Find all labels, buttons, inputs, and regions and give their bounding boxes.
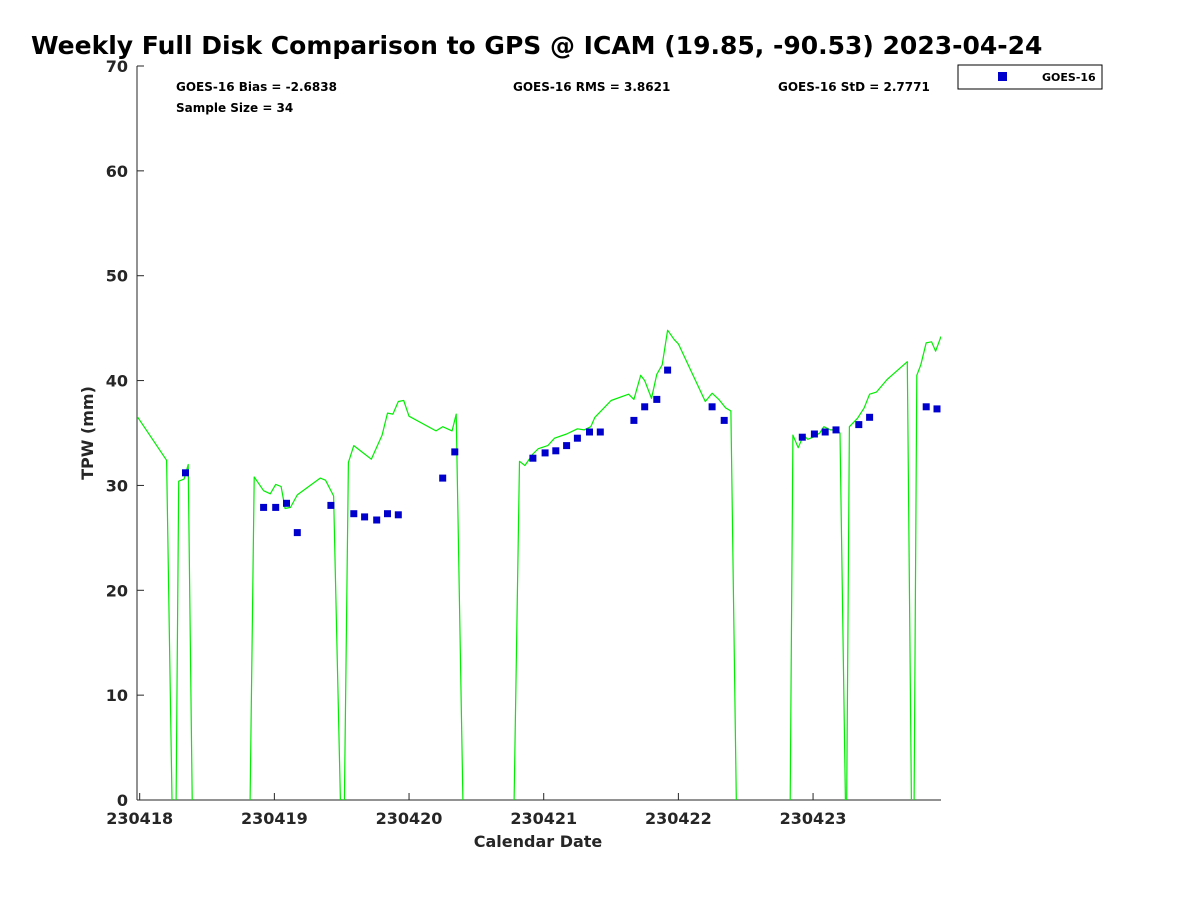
goes16-point-3 (283, 499, 290, 507)
goes16-point-2 (272, 503, 280, 511)
x-tick-label-0: 230418 (106, 809, 173, 828)
y-tick-label-1: 10 (106, 686, 128, 705)
y-tick-label-5: 50 (106, 267, 128, 286)
goes16-point-8 (373, 516, 381, 524)
goes16-point-14 (541, 449, 549, 457)
goes16-point-30 (855, 421, 863, 429)
y-tick-label-0: 0 (117, 791, 128, 810)
gps-line-segment-7 (913, 336, 941, 800)
plot-area (136, 66, 941, 801)
gps-line-segment-0 (137, 415, 173, 800)
rms-stat: GOES-16 RMS = 3.8621 (513, 80, 670, 94)
sample-size-stat: Sample Size = 34 (176, 101, 293, 115)
goes16-point-15 (552, 447, 560, 455)
y-tick-label-4: 40 (106, 372, 128, 391)
y-tick-label-3: 30 (106, 476, 128, 495)
std-stat: GOES-16 StD = 2.7771 (778, 80, 930, 94)
goes16-point-33 (933, 405, 941, 413)
x-tick-label-1: 230419 (241, 809, 308, 828)
goes16-point-18 (586, 428, 593, 436)
goes16-point-7 (361, 513, 369, 521)
x-tick-label-4: 230422 (645, 809, 712, 828)
goes16-point-22 (653, 395, 661, 403)
goes16-point-32 (922, 403, 930, 411)
goes16-point-28 (821, 428, 829, 436)
goes16-point-12 (451, 448, 459, 456)
goes16-point-25 (720, 416, 728, 424)
goes16-point-26 (798, 433, 806, 441)
y-tick-label-7: 70 (106, 57, 128, 76)
goes16-point-13 (529, 454, 537, 462)
y-axis-label: TPW (mm) (78, 386, 97, 480)
gps-line-segment-4 (513, 329, 737, 800)
legend-square-marker (998, 72, 1007, 81)
goes16-point-0 (182, 469, 189, 477)
goes16-point-10 (394, 511, 402, 519)
goes16-point-23 (664, 366, 672, 374)
gps-line-segment-3 (343, 399, 464, 800)
x-tick-label-3: 230421 (510, 809, 577, 828)
y-tick-label-6: 60 (106, 162, 128, 181)
gps-line-segment-6 (846, 361, 912, 800)
goes16-point-4 (293, 529, 301, 537)
legend-label-goes16: GOES-16 (1042, 71, 1096, 84)
x-axis-ticks: 230418 230419 230420 230421 230422 230423 (106, 793, 846, 828)
gps-line-segment-2 (249, 476, 341, 800)
gps-line-segment-5 (789, 426, 846, 800)
gps-line-layer (137, 329, 941, 800)
x-tick-label-2: 230420 (376, 809, 443, 828)
goes16-point-16 (563, 442, 571, 450)
y-tick-label-2: 20 (106, 581, 128, 600)
bias-stat: GOES-16 Bias = -2.6838 (176, 80, 337, 94)
goes16-point-9 (384, 510, 391, 518)
goes16-point-11 (439, 474, 447, 482)
goes16-point-1 (260, 503, 268, 511)
legend-box (957, 64, 1103, 90)
chart-title: Weekly Full Disk Comparison to GPS @ ICA… (31, 31, 1042, 60)
goes16-point-29 (832, 426, 840, 434)
goes16-point-27 (810, 430, 818, 438)
goes16-point-24 (708, 403, 716, 411)
goes16-point-20 (630, 416, 638, 424)
legend: GOES-16 (957, 64, 1103, 90)
goes16-point-31 (866, 413, 874, 421)
y-axis-ticks: 0 10 20 30 40 50 60 70 (106, 57, 144, 810)
goes16-points-layer (182, 366, 941, 537)
goes16-point-17 (573, 434, 581, 442)
goes16-point-19 (596, 428, 604, 436)
goes16-point-21 (641, 403, 649, 411)
x-axis-label: Calendar Date (474, 832, 603, 851)
gps-line-segment-1 (175, 463, 193, 800)
goes16-point-5 (327, 501, 335, 509)
goes16-point-6 (350, 510, 358, 518)
x-tick-label-5: 230423 (780, 809, 847, 828)
